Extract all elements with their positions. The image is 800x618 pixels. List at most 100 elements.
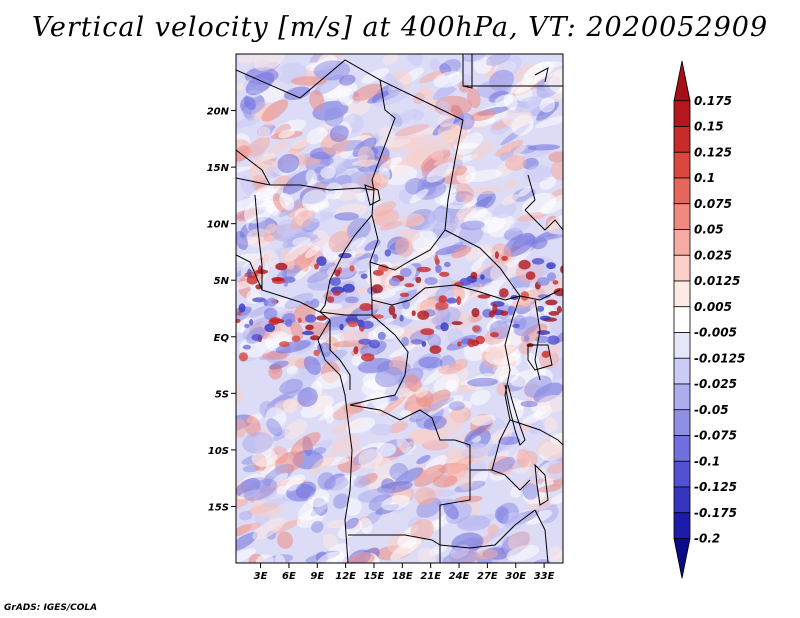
field-cell <box>269 360 289 370</box>
colorbar-segment <box>673 486 691 514</box>
field-cell <box>424 277 438 285</box>
field-cell <box>311 520 324 533</box>
field-cell <box>246 275 258 285</box>
field-cell <box>417 547 437 563</box>
field-cell <box>497 508 509 525</box>
field-cell <box>236 318 241 323</box>
colorbar-label: 0.125 <box>694 145 732 159</box>
field-cell <box>378 157 402 172</box>
border-sudan-southsudan <box>444 229 561 301</box>
field-cell <box>263 307 278 321</box>
field-cell <box>471 185 503 195</box>
border-chad-sudan <box>407 119 464 263</box>
field-cell <box>509 220 532 232</box>
field-cell <box>415 276 422 284</box>
field-cell <box>433 71 464 88</box>
field-cell <box>522 412 544 425</box>
field-cell <box>291 335 301 342</box>
field-cell <box>278 129 295 139</box>
field-cell <box>275 262 288 271</box>
field-cell <box>316 256 327 266</box>
field-cell <box>347 320 358 328</box>
field-cell <box>388 277 401 287</box>
field-cell <box>310 298 320 309</box>
field-cell <box>381 495 411 511</box>
colorbar-label: 0.075 <box>694 197 732 211</box>
lat-label: 10S <box>208 446 229 457</box>
field-cell <box>372 201 397 217</box>
field-cell <box>236 230 248 251</box>
field-cell <box>507 305 516 316</box>
field-cell <box>407 435 444 446</box>
field-cell <box>236 418 247 438</box>
field-cell <box>399 314 404 322</box>
chart-title: Vertical velocity [m/s] at 400hPa, VT: 2… <box>31 12 769 43</box>
field-cell <box>490 456 516 475</box>
field-cell <box>305 324 314 331</box>
field-cell <box>359 517 373 534</box>
field-cell <box>447 328 464 345</box>
field-cell <box>291 139 310 150</box>
field-cell <box>464 419 494 443</box>
colorbar-label: 0.005 <box>694 300 732 314</box>
field-cell <box>526 352 542 372</box>
field-cell <box>238 352 248 362</box>
field-cell <box>477 294 491 299</box>
field-cell <box>247 268 252 278</box>
field-cell <box>447 455 475 476</box>
border-zambia-south <box>439 509 536 549</box>
field-cell <box>501 255 508 261</box>
field-cell <box>349 265 355 272</box>
field-cell <box>309 453 337 474</box>
field-cell <box>550 161 563 181</box>
field-cell <box>330 434 360 455</box>
field-cell <box>328 230 351 253</box>
field-cell <box>305 169 318 186</box>
lat-label: 15N <box>207 163 230 174</box>
field-cell <box>546 214 563 235</box>
field-cell <box>467 87 481 109</box>
field-cell <box>470 271 478 280</box>
field-cell <box>353 475 371 488</box>
field-cell <box>512 288 545 309</box>
field-cell <box>360 273 368 280</box>
lat-label: 10N <box>207 220 230 231</box>
field-cell <box>471 307 480 318</box>
field-cell <box>279 192 295 211</box>
field-cell <box>236 117 260 129</box>
field-cell <box>274 464 287 475</box>
field-cell <box>516 96 542 113</box>
colorbar-label: 0.1 <box>694 171 715 185</box>
field-cell <box>512 323 520 329</box>
field-cell <box>440 322 449 332</box>
field-cell <box>243 478 277 501</box>
field-cell <box>317 472 336 491</box>
field-cell <box>305 314 317 323</box>
field-cell <box>451 321 463 326</box>
field-cell <box>242 344 251 350</box>
field-cell <box>275 265 302 282</box>
field-cell <box>311 349 348 366</box>
field-cell <box>285 319 293 327</box>
field-cell <box>371 391 389 410</box>
border-niger-nigeria <box>236 177 375 191</box>
colorbar-segment <box>673 60 691 102</box>
field-cell <box>485 523 517 541</box>
field-cell <box>399 292 410 297</box>
lon-label: 30E <box>505 571 526 582</box>
field-cell <box>277 153 300 174</box>
field-cell <box>390 537 422 561</box>
field-cell <box>545 299 558 306</box>
field-cell <box>378 126 396 146</box>
field-cell <box>450 544 470 559</box>
field-cell <box>291 76 327 86</box>
field-cell <box>440 59 462 75</box>
field-cell <box>290 320 304 340</box>
border-congo-drc <box>349 314 409 406</box>
field-blobs <box>236 54 563 563</box>
field-cell <box>244 323 250 329</box>
field-cell <box>457 341 462 347</box>
field-cell <box>429 58 441 71</box>
field-cell <box>524 375 552 398</box>
field-cell <box>470 109 496 122</box>
